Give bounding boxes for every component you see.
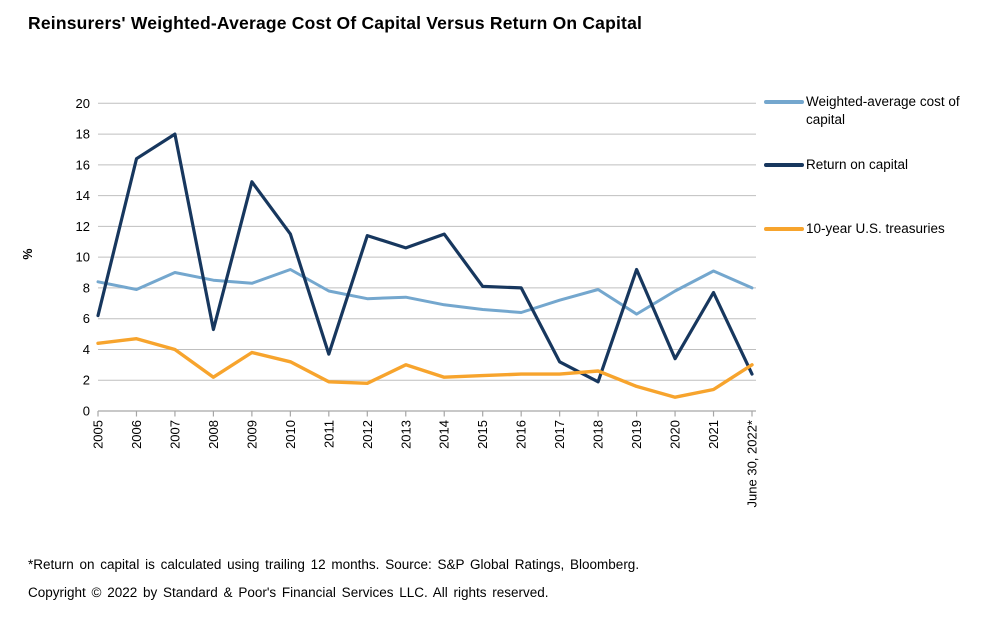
x-tick-label: 2021 [706,420,721,449]
y-tick-label: 14 [76,188,90,203]
x-tick-label: 2017 [552,420,567,449]
roc-line-swatch [764,163,804,167]
x-tick-label: 2013 [398,420,413,449]
x-tick-label: 2006 [129,420,144,449]
y-tick-label: 6 [83,311,90,326]
footnotes: *Return on capital is calculated using t… [28,551,748,606]
x-axis-tick-labels: 2005 2006 2007 2008 2009 2010 2011 2012 2013 2014… [91,420,760,507]
y-tick-label: 4 [83,342,90,357]
y-tick-label: 12 [76,219,90,234]
x-tick-label: 2018 [591,420,606,449]
x-tick-label: 2011 [321,420,336,448]
treasuries-line [96,337,754,399]
footnote-source: *Return on capital is calculated using t… [28,557,640,572]
x-tick-label: 2014 [437,420,452,449]
legend-label-wacc: Weighted-average cost of capital [806,94,960,127]
legend-label-treasuries: 10-year U.S. treasuries [806,221,945,236]
y-tick-label: 8 [83,280,90,295]
x-tick-label: 2020 [668,420,683,449]
x-tick-label: 2012 [360,420,375,449]
legend-item-treasuries: 10-year U.S. treasuries [764,220,945,238]
treasuries-line-swatch [764,227,804,231]
x-tick-label: 2007 [167,420,182,449]
y-tick-label: 18 [76,127,90,142]
x-tick-label: June 30, 2022* [745,420,760,507]
data-series-lines [96,132,754,399]
x-tick-label: 2005 [91,420,106,449]
y-axis-title: % [21,248,35,260]
y-axis-tick-labels: 0 2 4 6 8 10 12 14 16 18 20 [76,96,90,419]
x-tick-label: 2009 [244,420,259,449]
legend-item-roc: Return on capital [764,156,908,174]
x-axis [97,410,756,417]
x-tick-label: 2015 [475,420,490,449]
y-tick-label: 10 [76,250,90,265]
legend-label-roc: Return on capital [806,157,909,172]
x-tick-label: 2010 [283,420,298,449]
x-tick-label: 2019 [629,420,644,449]
wacc-line-swatch [764,100,804,104]
y-tick-label: 16 [76,157,90,172]
wacc-line [96,268,754,316]
roc-line [96,132,754,384]
y-tick-label: 20 [76,96,90,111]
x-tick-label: 2016 [514,420,529,449]
y-tick-label: 2 [83,373,90,388]
chart-title: Reinsurers' Weighted-Average Cost Of Cap… [28,13,643,33]
legend-item-wacc: Weighted-average cost of capital [764,93,996,129]
footnote-copyright: Copyright © 2022 by Standard & Poor's Fi… [28,584,549,600]
x-tick-label: 2008 [206,420,221,449]
y-tick-label: 0 [83,404,90,419]
